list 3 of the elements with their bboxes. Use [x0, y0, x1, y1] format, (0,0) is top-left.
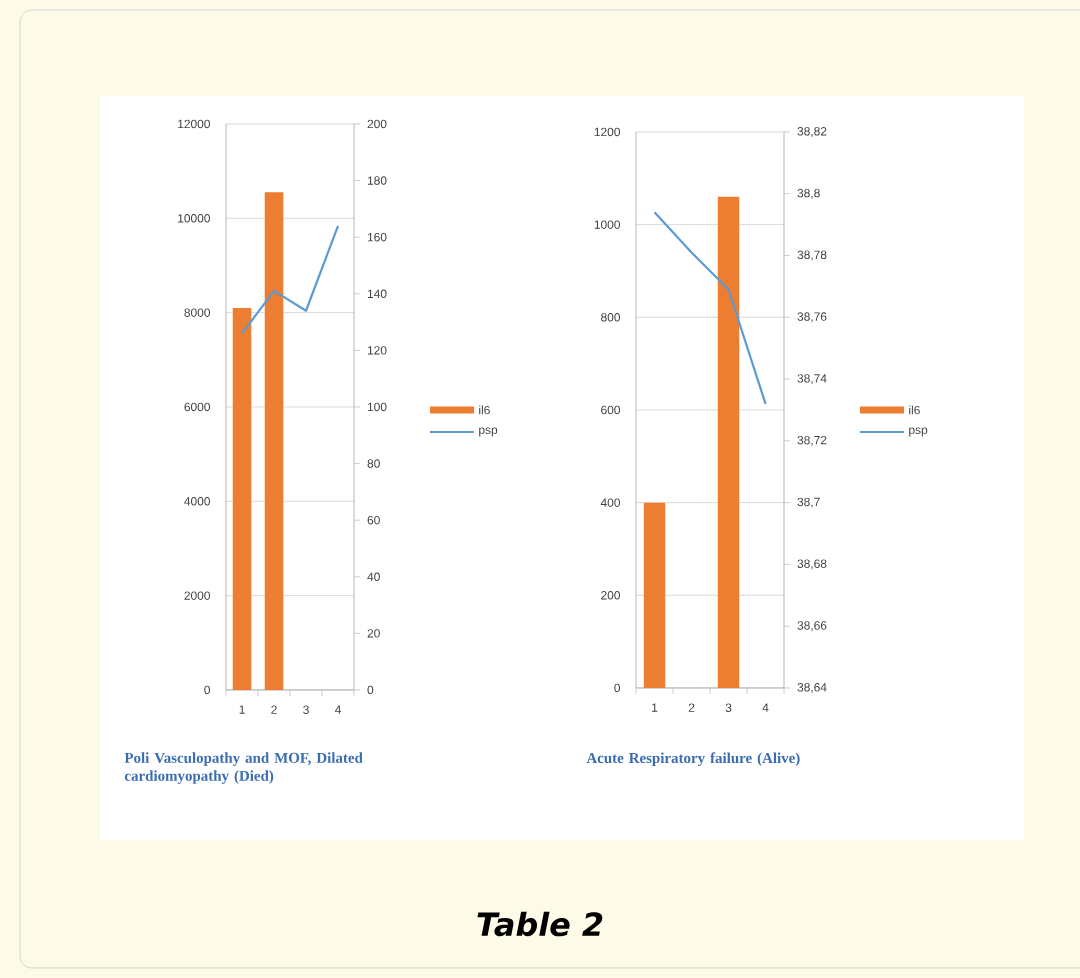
line-series [240, 224, 340, 335]
line-series [653, 211, 767, 405]
caption: Table 2 [477, 911, 603, 937]
